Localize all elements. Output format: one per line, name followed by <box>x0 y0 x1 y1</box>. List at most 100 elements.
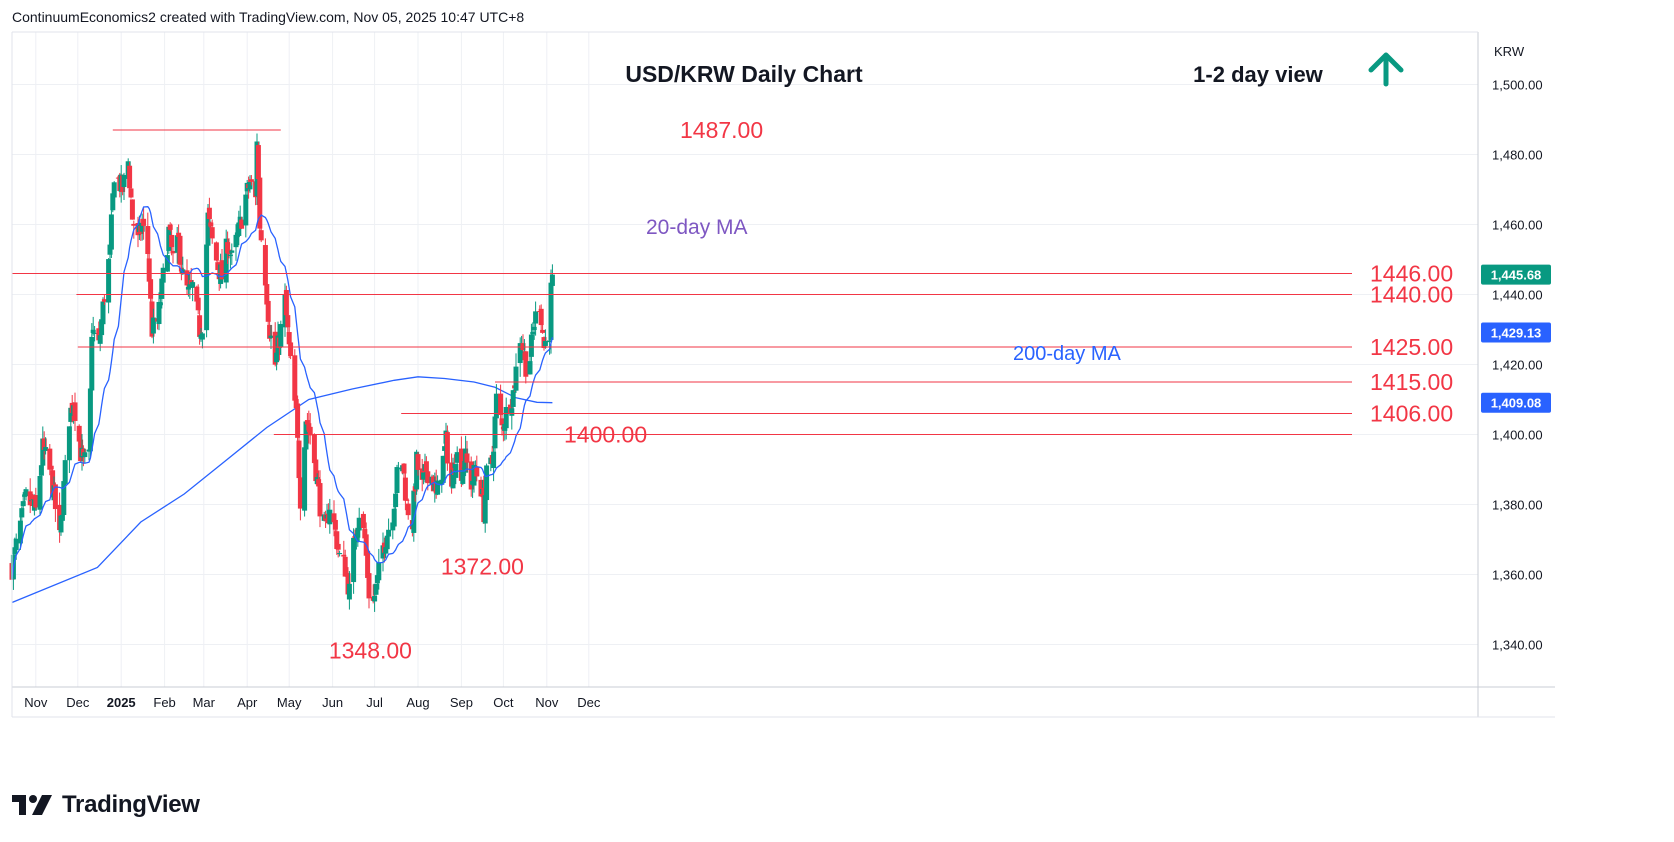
candle-body-up <box>337 553 343 555</box>
candle-body-up <box>530 331 536 335</box>
candle-body-down <box>167 224 173 230</box>
candle-body-up <box>547 340 553 343</box>
candle-body-down <box>430 476 436 492</box>
candle-body-down <box>213 242 219 261</box>
candle-body-up <box>66 426 72 461</box>
candle-body-up <box>199 333 205 340</box>
candle-body-down <box>474 467 480 477</box>
candle-body-up <box>204 244 210 331</box>
candle-body-down <box>331 513 337 523</box>
candles <box>9 133 555 612</box>
candle-body-up <box>454 452 460 463</box>
candle-body-up <box>121 174 127 188</box>
candle-body-down <box>498 393 504 415</box>
candle-body-up <box>43 447 49 451</box>
candle-body-up <box>383 547 389 554</box>
candle-body-down <box>219 260 225 280</box>
candle-body-down <box>499 418 505 426</box>
candle-body-up <box>517 343 523 364</box>
candle-body-up <box>100 301 106 325</box>
candle-body-up <box>106 259 112 303</box>
candle-body-down <box>267 324 273 339</box>
ma200-path <box>11 376 553 604</box>
candle-body-down <box>464 453 470 463</box>
candle-body-down <box>226 249 232 254</box>
candle-body-up <box>346 583 352 600</box>
candle-body-down <box>296 440 302 479</box>
tradingview-brand[interactable]: TradingView <box>12 790 200 820</box>
candle-body-down <box>341 554 347 557</box>
candle-body-up <box>351 537 357 583</box>
y-tick-label: 1,380.00 <box>1492 498 1543 513</box>
x-tick-label: Aug <box>406 695 429 710</box>
candle-body-up <box>484 465 490 501</box>
price-annotations: 1348.00 1372.00 <box>329 554 524 664</box>
candle-body-down <box>209 227 215 239</box>
candle-body-up <box>549 274 555 286</box>
candle-body-down <box>444 432 450 464</box>
candle-body-down <box>96 328 102 341</box>
candle-body-down <box>141 218 147 226</box>
ma200-line <box>11 376 553 604</box>
candle-body-down <box>523 351 529 377</box>
x-tick-label: Mar <box>193 695 216 710</box>
ma20-price-tag-bg <box>1481 322 1551 343</box>
ma20-price-tag: 1,429.13 <box>1491 326 1542 341</box>
candle-body-down <box>286 332 292 345</box>
y-tick-label: 1,500.00 <box>1492 78 1543 93</box>
candle-body-down <box>265 300 271 322</box>
candle-body-up <box>87 388 93 452</box>
candle-body-down <box>306 423 312 431</box>
candle-body-down <box>41 438 47 450</box>
candle-body-down <box>257 177 263 229</box>
level-label-1400.00: 1400.00 <box>564 422 647 448</box>
candle-body-up <box>20 501 26 507</box>
candle-body-up <box>384 535 390 550</box>
candle-body-down <box>197 315 203 337</box>
chart-header: ContinuumEconomics2 created with Trading… <box>12 9 525 25</box>
chart-frame <box>11 31 1555 718</box>
candle-body-up <box>62 460 68 484</box>
candle-body-up <box>157 302 163 306</box>
candle-body-up <box>393 493 399 508</box>
candle-body-down <box>52 484 58 510</box>
candle-body-up <box>278 324 284 348</box>
x-tick-label: Apr <box>237 695 258 710</box>
candle-body-up <box>58 515 64 533</box>
chart-overlay-text: USD/KRW Daily Chart 1-2 day view 20-day MA… <box>625 52 1404 365</box>
candle-body-up <box>527 361 533 375</box>
candle-body-up <box>13 538 19 550</box>
candle-body-down <box>311 434 317 464</box>
candle-body-down <box>405 503 411 516</box>
y-tick-label: 1,340.00 <box>1492 638 1543 653</box>
candle-body-down <box>169 234 175 248</box>
candle-body-up <box>503 407 509 429</box>
candle-body-up <box>174 235 180 253</box>
level-label-1487.00: 1487.00 <box>680 117 763 143</box>
candle-body-up <box>97 335 103 344</box>
candle-body-up <box>528 334 534 357</box>
view-label: 1-2 day view <box>1193 62 1324 87</box>
candle-body-up <box>164 255 170 272</box>
candle-body-up <box>37 476 43 510</box>
candle-body-up <box>23 489 29 497</box>
low-annotation-1372.00: 1372.00 <box>441 554 524 580</box>
candle-body-up <box>509 408 515 416</box>
candle-body-down <box>342 556 348 577</box>
candle-body-up <box>355 527 361 538</box>
y-tick-label: 1,460.00 <box>1492 218 1543 233</box>
candle-body-up <box>395 468 401 470</box>
candle-body-down <box>208 222 214 227</box>
candle-body-down <box>27 491 33 506</box>
y-tick-label: 1,440.00 <box>1492 288 1543 303</box>
candle-body-up <box>166 226 172 251</box>
candle-body-up <box>61 481 67 515</box>
candle-body-down <box>146 258 152 282</box>
candle-body-down <box>288 342 294 357</box>
candle-body-up <box>303 421 309 450</box>
candle-body-down <box>304 420 310 425</box>
candle-body-down <box>345 573 351 595</box>
candle-body-down <box>283 289 289 316</box>
